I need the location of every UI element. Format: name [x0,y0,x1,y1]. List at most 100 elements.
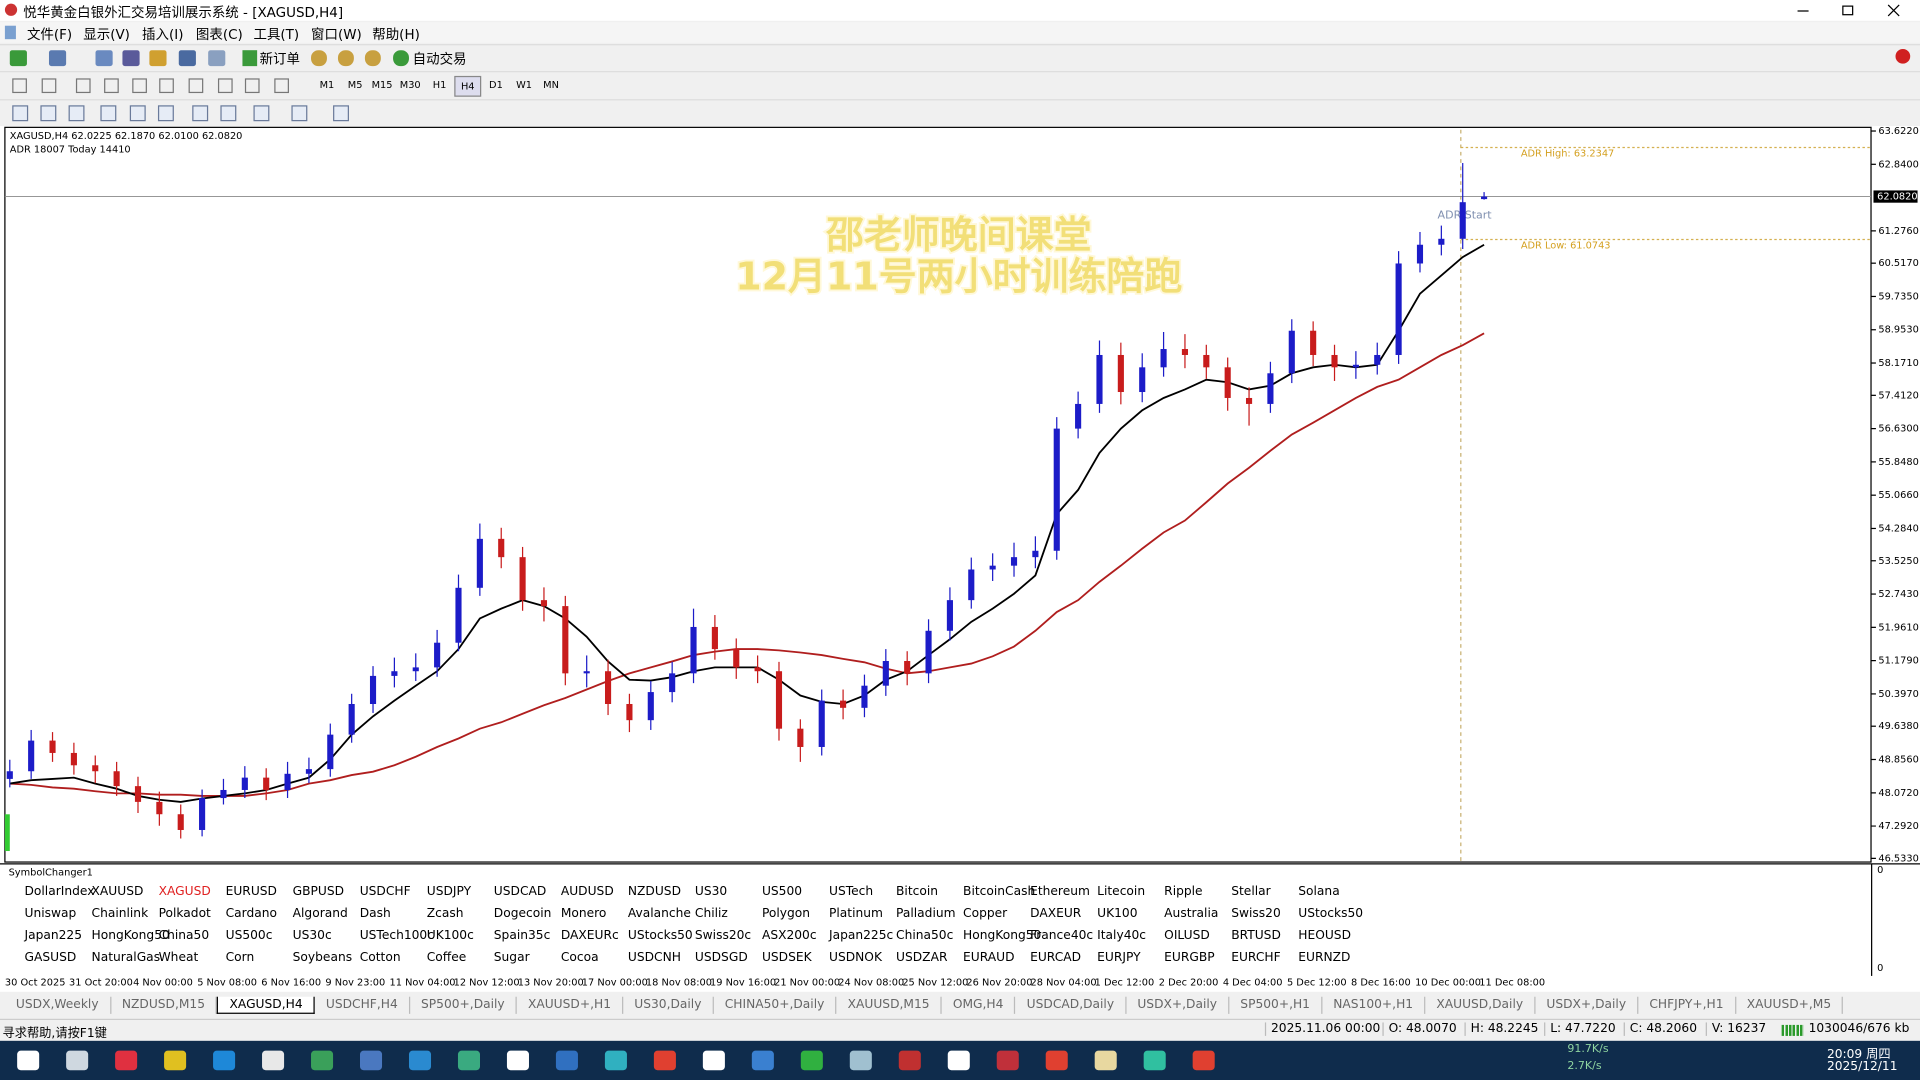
toolbar-icon[interactable] [122,50,140,67]
menu-item[interactable]: 插入(I) [142,26,184,43]
symbol-button[interactable]: Spain35c [493,929,551,943]
chart-tab[interactable]: OMG,H4 [942,996,1016,1014]
menu-item[interactable]: 帮助(H) [372,26,420,43]
tool-icon[interactable] [12,105,29,122]
symbol-button[interactable]: Solana [1298,885,1340,899]
tool-icon[interactable] [333,105,349,122]
symbol-button[interactable]: EURUSD [225,885,277,899]
taskbar-icon[interactable] [800,1050,823,1071]
symbol-button[interactable]: UK100c [426,929,474,943]
taskbar-icon[interactable] [408,1050,432,1071]
symbol-button[interactable]: USDJPY [426,885,472,899]
toolbar-icon[interactable] [364,50,381,67]
chart-tab[interactable]: XAGUSD,H4 [217,996,315,1014]
symbol-button[interactable]: USDCNH [627,951,681,965]
chart-tab[interactable]: NAS100+,H1 [1322,996,1426,1014]
symbol-button[interactable]: Italy40c [1097,929,1147,943]
timeframe-button[interactable]: D1 [489,79,503,91]
tool-icon[interactable] [220,105,237,122]
symbol-button[interactable]: US30 [694,885,728,899]
symbol-button[interactable]: USTech100c [359,929,434,943]
symbol-button[interactable]: Platinum [828,907,883,921]
new-order-button[interactable]: 新订单 [259,51,301,68]
symbol-button[interactable]: China50 [158,929,210,943]
taskbar-icon[interactable] [457,1050,481,1071]
timeframe-button[interactable]: M1 [319,79,335,91]
symbol-button[interactable]: Dogecoin [493,907,552,921]
tool-icon[interactable] [132,78,147,94]
tool-icon[interactable] [75,78,91,94]
chart-tab[interactable]: XAUUSD+,H1 [517,996,624,1014]
taskbar-icon[interactable] [947,1050,970,1071]
taskbar-icon[interactable] [164,1050,187,1071]
menu-item[interactable]: 工具(T) [253,26,300,43]
toolbar-icon[interactable] [178,50,196,67]
chart-tab[interactable]: XAUUSD,M15 [837,996,942,1014]
taskbar-icon[interactable] [1045,1050,1068,1071]
window-controls[interactable] [1788,2,1910,18]
taskbar-icon[interactable] [1143,1050,1166,1071]
chart-tab[interactable]: USDX,Weekly [5,996,111,1014]
chart-tab[interactable]: USDCHF,H4 [315,996,410,1014]
symbol-button[interactable]: Wheat [158,951,199,965]
symbol-button[interactable]: Soybeans [292,951,353,965]
taskbar-icon[interactable] [604,1050,627,1071]
symbol-button[interactable]: AUDUSD [560,885,614,899]
chart-tab[interactable]: NZDUSD,M15 [111,996,218,1014]
symbol-button[interactable]: China50c [896,929,954,943]
timeframe-button[interactable]: W1 [516,79,533,91]
symbol-button[interactable]: Cardano [225,907,278,921]
tool-icon[interactable] [41,78,57,94]
symbol-button[interactable]: Cotton [359,951,401,965]
symbol-button[interactable]: Polkadot [158,907,211,921]
tool-icon[interactable] [274,78,289,94]
timeframe-button[interactable]: H4 [454,75,482,97]
tool-icon[interactable] [159,78,174,94]
symbol-button[interactable]: Japan225 [24,929,83,943]
toolbar-icon[interactable] [48,50,67,67]
symbol-button[interactable]: EURJPY [1097,951,1141,965]
timeframe-button[interactable]: MN [543,79,559,91]
symbol-button[interactable]: Algorand [292,907,348,921]
symbol-button[interactable]: OILUSD [1164,929,1210,943]
symbol-button[interactable]: Dash [359,907,391,921]
symbol-button[interactable]: France40c [1030,929,1094,943]
taskbar-icon[interactable] [702,1050,725,1071]
chart-tab[interactable]: US30,Daily [623,996,714,1014]
symbol-button[interactable]: XAUUSD [91,885,144,899]
auto-trade-button[interactable]: 自动交易 [412,51,467,68]
taskbar-icon[interactable] [66,1050,89,1071]
toolbar-icon[interactable] [9,50,27,67]
toolbar-icon[interactable] [149,50,167,67]
symbol-button[interactable]: BRTUSD [1231,929,1281,943]
symbol-button[interactable]: DAXEURc [560,929,619,943]
symbol-button[interactable]: Ripple [1164,885,1203,899]
symbol-button[interactable]: Japan225c [828,929,894,943]
symbol-button[interactable]: Swiss20 [1231,907,1281,921]
symbol-button[interactable]: Chainlink [91,907,149,921]
symbol-button[interactable]: ASX200c [761,929,817,943]
chart-tab[interactable]: USDX+,Daily [1126,996,1230,1014]
tool-icon[interactable] [217,78,233,94]
symbol-button[interactable]: EURAUD [963,951,1015,965]
symbol-button[interactable]: NZDUSD [627,885,682,899]
timeframe-button[interactable]: H1 [432,79,447,91]
taskbar-icon[interactable] [751,1050,774,1071]
symbol-button[interactable]: UStocks50 [1298,907,1364,921]
symbol-button[interactable]: Litecoin [1097,885,1146,899]
toolbar-icon[interactable] [95,50,113,67]
taskbar-icon[interactable] [115,1050,138,1071]
chart-tab[interactable]: USDCAD,Daily [1016,996,1127,1014]
chart-tab[interactable]: CHINA50+,Daily [714,996,837,1014]
taskbar-icon[interactable] [262,1050,285,1071]
symbol-button[interactable]: HongKong50 [91,929,170,943]
symbol-button[interactable]: Ethereum [1030,885,1090,899]
symbol-button[interactable]: Avalanche [627,907,691,921]
symbol-button[interactable]: USTech [828,885,874,899]
timeframe-button[interactable]: M5 [347,79,363,91]
symbol-button[interactable]: Palladium [896,907,956,921]
toolbar-icon[interactable] [242,50,258,67]
symbol-button[interactable]: Australia [1164,907,1219,921]
chart-tab[interactable]: SP500+,H1 [1229,996,1323,1014]
symbol-button[interactable]: US30c [292,929,332,943]
